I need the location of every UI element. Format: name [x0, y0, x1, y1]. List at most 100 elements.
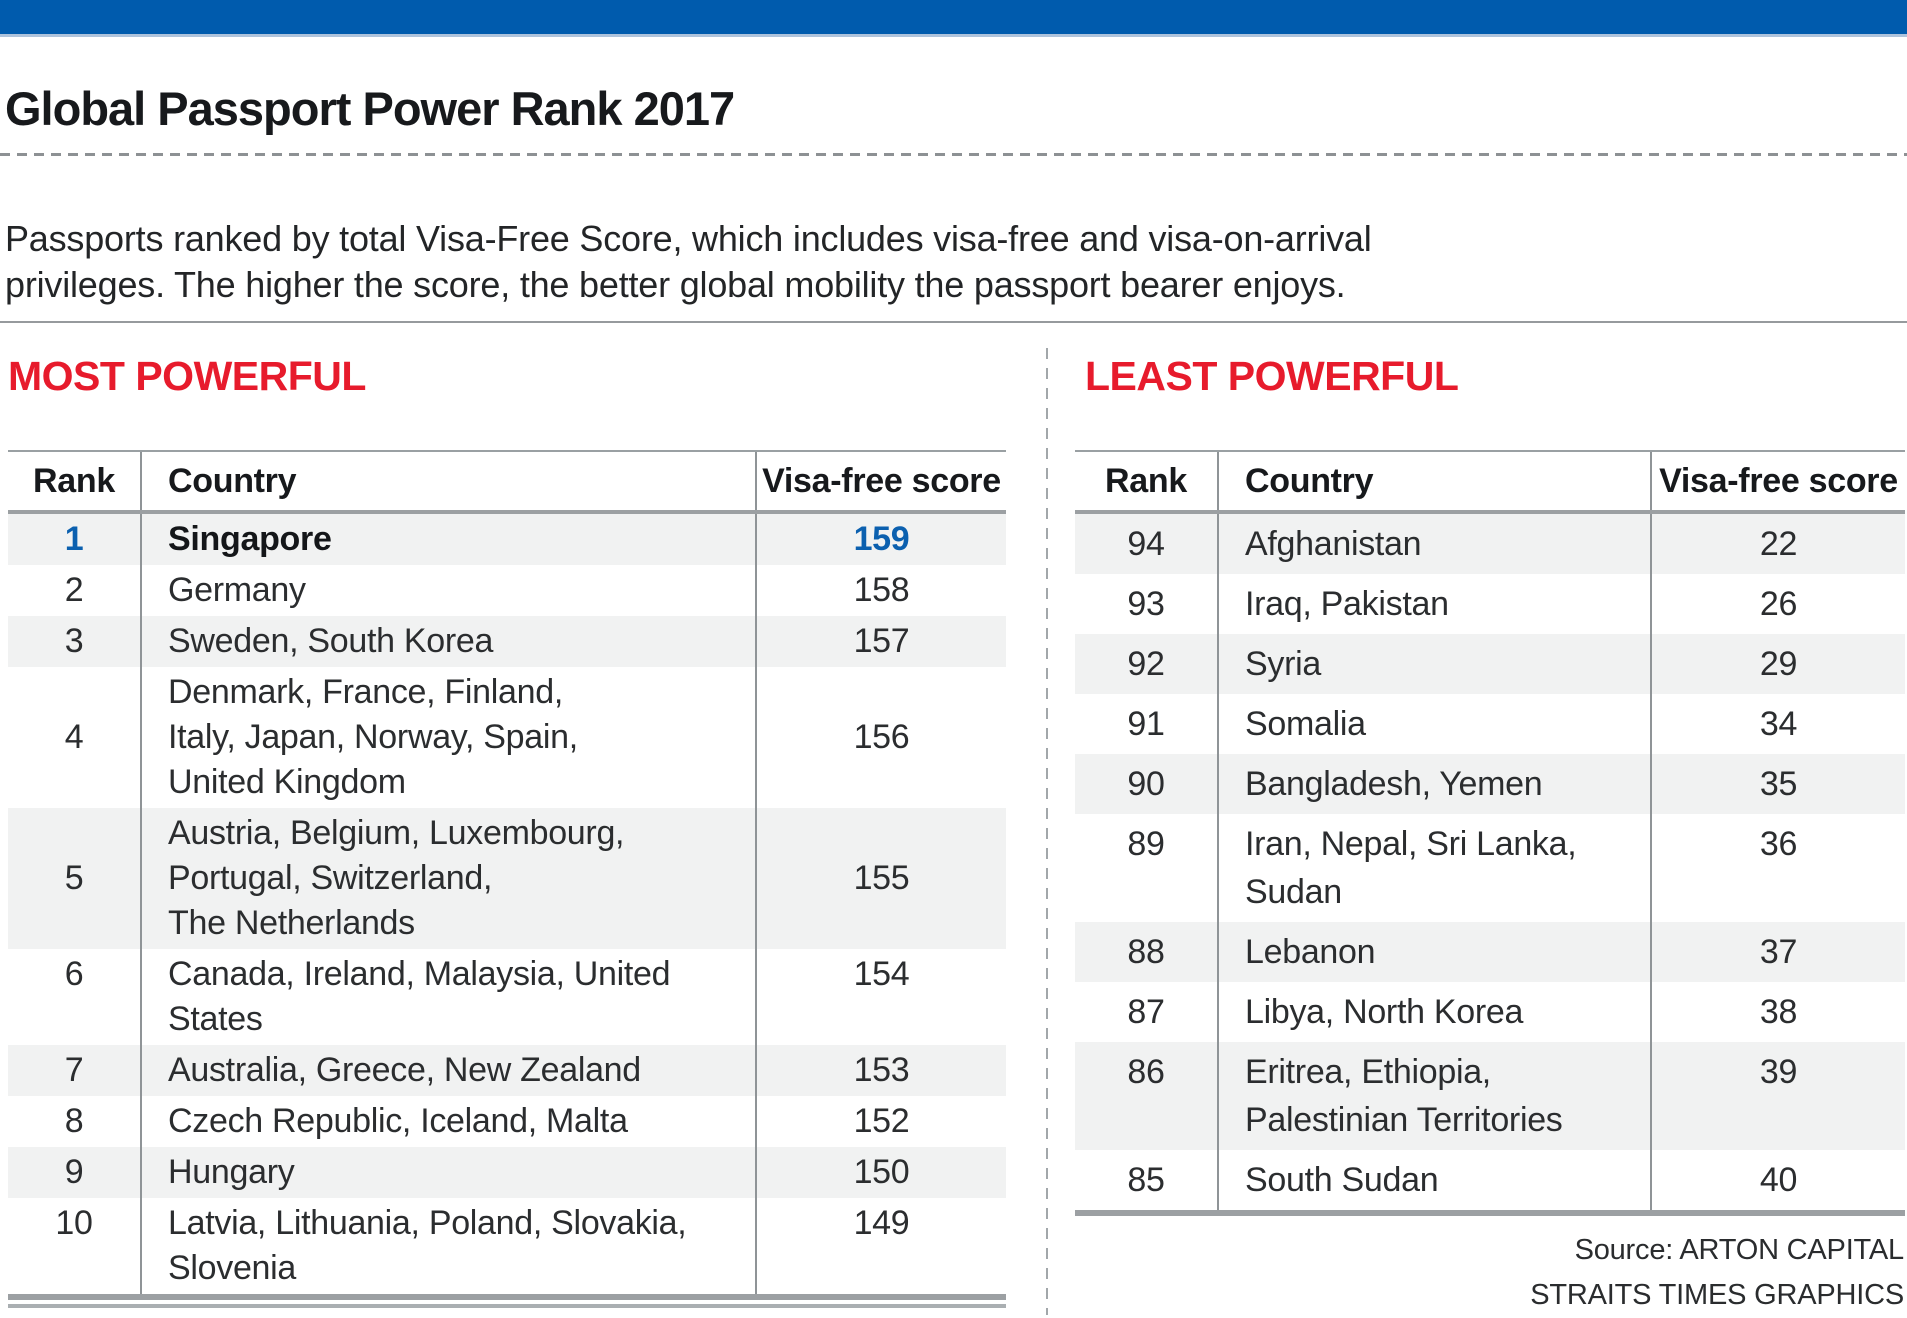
country-cell: Austria, Belgium, Luxembourg, Portugal, … [140, 808, 755, 949]
country-cell: Canada, Ireland, Malaysia, United States [140, 949, 755, 1045]
country-cell: Libya, North Korea [1217, 982, 1650, 1042]
table-row: 85 South Sudan 40 [1075, 1150, 1905, 1210]
table-row: 7 Australia, Greece, New Zealand 153 [8, 1045, 1006, 1096]
country-cell: Afghanistan [1217, 514, 1650, 574]
score-cell: 39 [1650, 1042, 1905, 1150]
vertical-dashed-divider [1046, 348, 1048, 1315]
country-cell: Iran, Nepal, Sri Lanka, Sudan [1217, 814, 1650, 922]
score-cell: 150 [755, 1147, 1006, 1198]
score-cell: 40 [1650, 1150, 1905, 1210]
rank-cell: 89 [1127, 825, 1165, 863]
country-cell: Denmark, France, Finland, Italy, Japan, … [140, 667, 755, 808]
country-cell: Lebanon [1217, 922, 1650, 982]
country-cell: Singapore [140, 514, 755, 565]
rank-cell: 87 [1127, 993, 1165, 1031]
rank-cell: 90 [1127, 765, 1165, 803]
rank-cell: 3 [64, 622, 84, 660]
table-row: 2 Germany 158 [8, 565, 1006, 616]
score-cell: 149 [755, 1198, 1006, 1294]
rank-cell: 4 [64, 718, 84, 756]
score-cell: 37 [1650, 922, 1905, 982]
score-cell: 158 [755, 565, 1006, 616]
country-cell: Eritrea, Ethiopia, Palestinian Territori… [1217, 1042, 1650, 1150]
score-cell: 153 [755, 1045, 1006, 1096]
score-cell: 36 [1650, 814, 1905, 922]
rank-cell: 9 [64, 1153, 84, 1191]
country-cell: Sweden, South Korea [140, 616, 755, 667]
country-cell: South Sudan [1217, 1150, 1650, 1210]
score-cell: 152 [755, 1096, 1006, 1147]
source-line: Source: ARTON CAPITAL [1574, 1234, 1905, 1266]
score-cell: 34 [1650, 694, 1905, 754]
score-cell: 155 [755, 808, 1006, 949]
table-row: 89 Iran, Nepal, Sri Lanka, Sudan 36 [1075, 814, 1905, 922]
rank-cell: 6 [64, 955, 84, 993]
rank-cell: 94 [1127, 525, 1165, 563]
rank-cell: 93 [1127, 585, 1165, 623]
least-powerful-table: Rank Country Visa-free score 94 Afghanis… [1075, 450, 1905, 1216]
rank-cell: 88 [1127, 933, 1165, 971]
table-row: 88 Lebanon 37 [1075, 922, 1905, 982]
country-cell: Bangladesh, Yemen [1217, 754, 1650, 814]
most-powerful-heading: MOST POWERFUL [8, 353, 366, 399]
rank-cell: 8 [64, 1102, 84, 1140]
table-footer-rule [8, 1304, 1006, 1308]
score-cell: 29 [1650, 634, 1905, 694]
score-cell: 154 [755, 949, 1006, 1045]
top-brand-bar [0, 0, 1907, 37]
source-credit: Source: ARTON CAPITAL STRAITS TIMES GRAP… [1530, 1228, 1904, 1318]
rank-cell: 7 [64, 1051, 84, 1089]
dashed-divider [0, 153, 1907, 156]
page-title: Global Passport Power Rank 2017 [5, 82, 735, 136]
table-row: 91 Somalia 34 [1075, 694, 1905, 754]
score-cell: 38 [1650, 982, 1905, 1042]
rank-cell: 5 [64, 859, 84, 897]
rank-cell: 1 [64, 520, 84, 558]
country-cell: Syria [1217, 634, 1650, 694]
table-row: 8 Czech Republic, Iceland, Malta 152 [8, 1096, 1006, 1147]
table-row: 86 Eritrea, Ethiopia, Palestinian Territ… [1075, 1042, 1905, 1150]
score-cell: 35 [1650, 754, 1905, 814]
country-cell: Germany [140, 565, 755, 616]
credit-line: STRAITS TIMES GRAPHICS [1530, 1279, 1904, 1311]
least-powerful-heading: LEAST POWERFUL [1085, 353, 1459, 399]
score-column-header: Visa-free score [755, 452, 1006, 510]
table-row: 93 Iraq, Pakistan 26 [1075, 574, 1905, 634]
table-row: 90 Bangladesh, Yemen 35 [1075, 754, 1905, 814]
table-row: 94 Afghanistan 22 [1075, 514, 1905, 574]
country-cell: Australia, Greece, New Zealand [140, 1045, 755, 1096]
table-row: 5 Austria, Belgium, Luxembourg, Portugal… [8, 808, 1006, 949]
table-row: 10 Latvia, Lithuania, Poland, Slovakia, … [8, 1198, 1006, 1294]
intro-text: Passports ranked by total Visa-Free Scor… [5, 218, 1372, 305]
rank-cell: 85 [1127, 1161, 1165, 1199]
table-row: 4 Denmark, France, Finland, Italy, Japan… [8, 667, 1006, 808]
table-row: 92 Syria 29 [1075, 634, 1905, 694]
score-cell: 159 [755, 514, 1006, 565]
table-header-row: Rank Country Visa-free score [8, 450, 1006, 514]
score-cell: 22 [1650, 514, 1905, 574]
most-powerful-table: Rank Country Visa-free score 1 Singapore… [8, 450, 1006, 1300]
rank-cell: 10 [55, 1204, 93, 1242]
country-column-header: Country [1217, 452, 1650, 510]
rank-column-header: Rank [1105, 462, 1187, 500]
score-column-header: Visa-free score [1650, 452, 1905, 510]
country-cell: Iraq, Pakistan [1217, 574, 1650, 634]
table-row: 87 Libya, North Korea 38 [1075, 982, 1905, 1042]
table-row: 3 Sweden, South Korea 157 [8, 616, 1006, 667]
table-header-row: Rank Country Visa-free score [1075, 450, 1905, 514]
score-cell: 157 [755, 616, 1006, 667]
country-cell: Somalia [1217, 694, 1650, 754]
table-row: 1 Singapore 159 [8, 514, 1006, 565]
table-row: 9 Hungary 150 [8, 1147, 1006, 1198]
score-cell: 26 [1650, 574, 1905, 634]
country-cell: Hungary [140, 1147, 755, 1198]
least-powerful-section: LEAST POWERFUL Rank Country Visa-free sc… [1075, 352, 1905, 1216]
rank-cell: 86 [1127, 1053, 1165, 1091]
rank-cell: 2 [64, 571, 84, 609]
country-column-header: Country [140, 452, 755, 510]
rank-cell: 92 [1127, 645, 1165, 683]
country-cell: Czech Republic, Iceland, Malta [140, 1096, 755, 1147]
section-divider [0, 321, 1907, 323]
score-cell: 156 [755, 667, 1006, 808]
rank-cell: 91 [1127, 705, 1165, 743]
